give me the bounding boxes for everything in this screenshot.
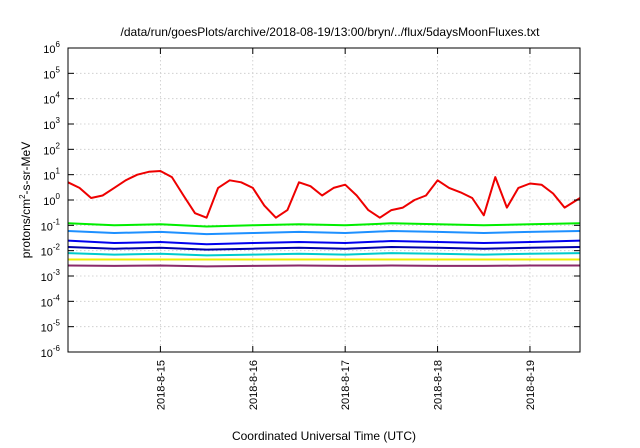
series-line-3 bbox=[67, 230, 581, 236]
series-line-4 bbox=[67, 239, 581, 246]
y-tick-exp: -5 bbox=[53, 319, 61, 328]
y-tick-base: 10 bbox=[43, 145, 55, 157]
y-tick-exp: 1 bbox=[56, 167, 61, 176]
y-tick-label: 106 bbox=[43, 40, 60, 56]
y-axis-label-rest: -s-sr-MeV bbox=[19, 142, 33, 195]
y-tick-base: 10 bbox=[41, 272, 53, 284]
y-tick-base: 10 bbox=[41, 247, 53, 259]
y-tick-label: 10-2 bbox=[41, 243, 61, 259]
y-tick-exp: 3 bbox=[56, 116, 61, 125]
series-line-2 bbox=[67, 222, 581, 228]
y-tick-base: 10 bbox=[43, 171, 55, 183]
y-tick-label: 104 bbox=[43, 91, 60, 107]
y-tick-base: 10 bbox=[41, 323, 53, 335]
y-tick-base: 10 bbox=[43, 196, 55, 208]
y-tick-base: 10 bbox=[43, 69, 55, 81]
y-tick-exp: -6 bbox=[53, 344, 61, 353]
y-tick-exp: 4 bbox=[56, 91, 61, 100]
y-tick-label: 101 bbox=[43, 167, 60, 183]
y-tick-base: 10 bbox=[43, 95, 55, 107]
x-axis-label: Coordinated Universal Time (UTC) bbox=[232, 429, 416, 443]
y-tick-base: 10 bbox=[43, 120, 55, 132]
series-layer bbox=[67, 170, 581, 268]
y-tick-label: 10-3 bbox=[41, 268, 61, 284]
y-tick-exp: 5 bbox=[56, 65, 61, 74]
y-tick-exp: -4 bbox=[53, 293, 61, 302]
y-tick-label: 100 bbox=[43, 192, 60, 208]
y-tick-base: 10 bbox=[41, 297, 53, 309]
y-axis-label-base: protons/cm bbox=[19, 199, 33, 258]
x-tick-label: 2018-8-18 bbox=[433, 360, 445, 410]
series-line-5 bbox=[67, 246, 581, 251]
y-tick-label: 10-1 bbox=[41, 217, 61, 233]
y-tick-base: 10 bbox=[43, 44, 55, 56]
y-tick-base: 10 bbox=[41, 348, 53, 360]
chart-title: /data/run/goesPlots/archive/2018-08-19/1… bbox=[121, 25, 541, 39]
y-axis-label-sup: 2 bbox=[18, 194, 27, 199]
y-tick-exp: -3 bbox=[53, 268, 61, 277]
series-line-8 bbox=[67, 264, 580, 268]
y-tick-label: 10-6 bbox=[41, 344, 61, 360]
x-tick-label: 2018-8-16 bbox=[248, 360, 260, 410]
y-tick-exp: -2 bbox=[53, 243, 61, 252]
y-tick-exp: 6 bbox=[56, 40, 61, 49]
y-tick-label: 103 bbox=[43, 116, 60, 132]
x-tick-label: 2018-8-15 bbox=[155, 360, 167, 410]
y-tick-base: 10 bbox=[41, 221, 53, 233]
y-tick-exp: 0 bbox=[56, 192, 61, 201]
y-tick-exp: -1 bbox=[53, 217, 61, 226]
y-tick-label: 10-4 bbox=[41, 293, 61, 309]
y-tick-label: 105 bbox=[43, 65, 60, 81]
x-tick-label: 2018-8-17 bbox=[340, 360, 352, 410]
y-axis-label: protons/cm2-s-sr-MeV bbox=[18, 142, 33, 258]
x-tick-label: 2018-8-19 bbox=[525, 360, 537, 410]
axis-ticks: 10-610-510-410-310-210-11001011021031041… bbox=[41, 40, 580, 410]
series-line-6 bbox=[67, 252, 581, 257]
series-line-1 bbox=[67, 170, 581, 219]
y-tick-label: 102 bbox=[43, 141, 60, 157]
y-tick-label: 10-5 bbox=[41, 319, 61, 335]
y-tick-exp: 2 bbox=[56, 141, 61, 150]
